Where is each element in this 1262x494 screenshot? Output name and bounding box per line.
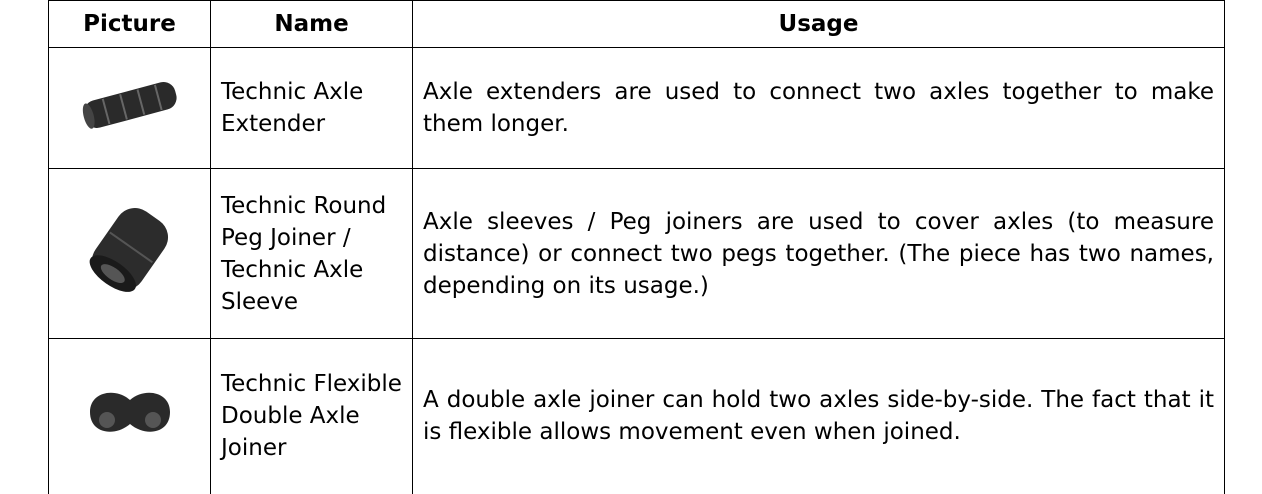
picture-cell: [48, 168, 211, 339]
peg-joiner-image: [89, 208, 168, 292]
row: Technic Flexible Double Axle Joiner A do…: [48, 338, 1225, 494]
usage-cell: A double axle joiner can hold two axles …: [412, 338, 1225, 494]
header-row: Picture Name Usage: [48, 0, 1225, 48]
name-cell: Technic Flexible Double Axle Joiner: [210, 338, 413, 494]
axle-extender-image: [82, 81, 177, 129]
picture-cell: [48, 47, 211, 169]
double-axle-joiner-image: [89, 392, 170, 432]
row: Technic Axle Extender Axle extenders are…: [48, 47, 1225, 169]
usage-cell: Axle sleeves / Peg joiners are used to c…: [412, 168, 1225, 339]
parts-table: Picture Name Usage Technic Axle Extender…: [48, 0, 1225, 494]
header-cell: Name: [210, 0, 413, 48]
usage-cell: Axle extenders are used to connect two a…: [412, 47, 1225, 169]
picture-cell: [48, 338, 211, 494]
name-cell: Technic Round Peg Joiner / Technic Axle …: [210, 168, 413, 339]
name-cell: Technic Axle Extender: [210, 47, 413, 169]
header-cell: Picture: [48, 0, 211, 48]
header-cell: Usage: [412, 0, 1225, 48]
row: Technic Round Peg Joiner / Technic Axle …: [48, 168, 1225, 339]
